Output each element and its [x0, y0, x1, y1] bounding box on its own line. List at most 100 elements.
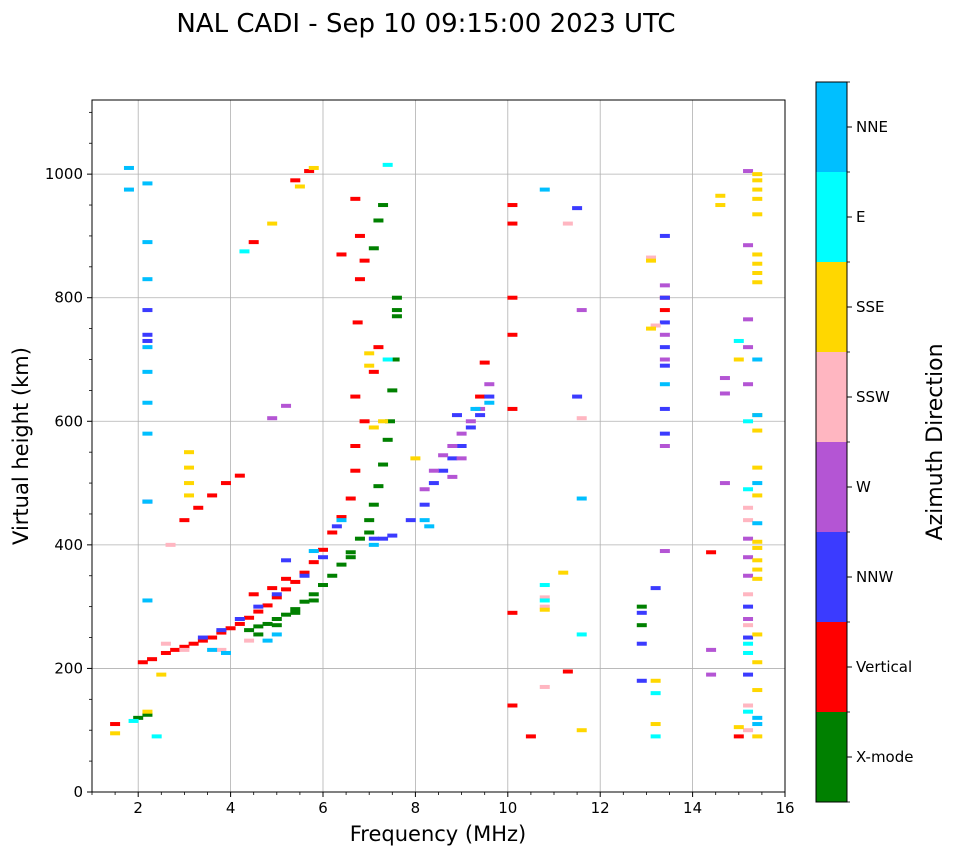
- data-point: [479, 360, 490, 365]
- data-point: [539, 583, 550, 588]
- data-point: [327, 530, 338, 535]
- data-point: [456, 431, 467, 436]
- data-point: [650, 678, 661, 683]
- data-point: [706, 550, 717, 555]
- colorbar: X-mode Vertical NNW W SSW SSE E NNE: [815, 81, 913, 803]
- y-tick-label: 600: [54, 412, 83, 430]
- data-point: [752, 481, 763, 486]
- data-point: [290, 579, 301, 584]
- data-point: [197, 635, 208, 640]
- data-point: [220, 650, 231, 655]
- data-point: [299, 599, 310, 604]
- data-point: [659, 549, 670, 554]
- data-point: [216, 628, 227, 633]
- data-point: [646, 326, 657, 331]
- data-point: [331, 524, 342, 529]
- data-point: [539, 684, 550, 689]
- data-point: [299, 570, 310, 575]
- y-tick-label: 800: [54, 289, 83, 307]
- data-point: [646, 255, 657, 260]
- y-axis-ticks: 0 200 400 600 800 1000: [45, 111, 92, 801]
- data-point: [281, 612, 292, 617]
- data-point: [123, 165, 134, 170]
- data-point: [743, 382, 754, 387]
- data-point: [216, 630, 227, 635]
- colorbar-label: Vertical: [856, 658, 912, 676]
- gridlines: [92, 100, 785, 792]
- data-point: [558, 570, 569, 575]
- data-point: [539, 604, 550, 609]
- data-point: [456, 456, 467, 461]
- data-point: [659, 308, 670, 313]
- data-point: [659, 357, 670, 362]
- data-point: [752, 493, 763, 498]
- data-point: [142, 332, 153, 337]
- data-point: [248, 240, 259, 245]
- colorbar-segment: [816, 352, 847, 442]
- data-point: [271, 623, 282, 628]
- data-point: [636, 623, 647, 628]
- data-point: [378, 203, 389, 208]
- data-point: [225, 626, 236, 631]
- data-point: [142, 308, 153, 313]
- data-point: [475, 413, 486, 418]
- data-point: [650, 323, 661, 328]
- series-w: [267, 169, 754, 677]
- series-e: [128, 162, 754, 739]
- data-point: [345, 550, 356, 555]
- data-point: [336, 518, 347, 523]
- data-point: [234, 621, 245, 626]
- data-point: [576, 416, 587, 421]
- data-point: [391, 308, 402, 313]
- data-point: [294, 184, 305, 189]
- data-point: [743, 604, 754, 609]
- colorbar-label: NNE: [856, 118, 888, 136]
- data-point: [142, 712, 153, 717]
- data-point: [743, 487, 754, 492]
- data-point: [364, 530, 375, 535]
- data-point: [743, 419, 754, 424]
- data-point: [142, 598, 153, 603]
- data-point: [318, 547, 328, 552]
- data-points: [110, 162, 763, 739]
- series-vertical: [110, 169, 744, 739]
- data-point: [752, 196, 763, 201]
- data-point: [752, 539, 763, 544]
- data-point: [456, 444, 467, 448]
- data-point: [650, 734, 661, 739]
- data-point: [743, 617, 754, 621]
- data-point: [142, 181, 153, 186]
- data-point: [752, 413, 763, 418]
- data-point: [752, 688, 763, 693]
- data-point: [290, 178, 301, 183]
- data-point: [318, 555, 328, 560]
- data-point: [743, 623, 754, 628]
- data-point: [419, 502, 430, 507]
- data-point: [659, 332, 670, 337]
- y-tick-label: 0: [73, 783, 83, 801]
- data-point: [659, 363, 670, 368]
- colorbar-segment: [816, 622, 847, 712]
- data-point: [576, 632, 587, 637]
- data-point: [234, 617, 245, 621]
- data-point: [281, 403, 292, 408]
- data-point: [193, 505, 204, 510]
- data-point: [308, 549, 319, 554]
- colorbar-label: W: [856, 478, 871, 496]
- data-point: [179, 518, 190, 523]
- data-point: [165, 542, 176, 547]
- data-point: [743, 703, 754, 708]
- colorbar-title: Azimuth Direction: [923, 343, 948, 540]
- data-point: [271, 595, 282, 600]
- data-point: [378, 462, 389, 467]
- data-point: [733, 338, 744, 343]
- data-point: [424, 524, 435, 529]
- data-point: [304, 169, 315, 174]
- data-point: [336, 515, 347, 520]
- colorbar-label: SSW: [856, 388, 890, 406]
- data-point: [389, 357, 400, 362]
- data-point: [428, 481, 439, 486]
- data-point: [350, 468, 361, 473]
- data-point: [562, 221, 573, 226]
- data-point: [743, 728, 754, 733]
